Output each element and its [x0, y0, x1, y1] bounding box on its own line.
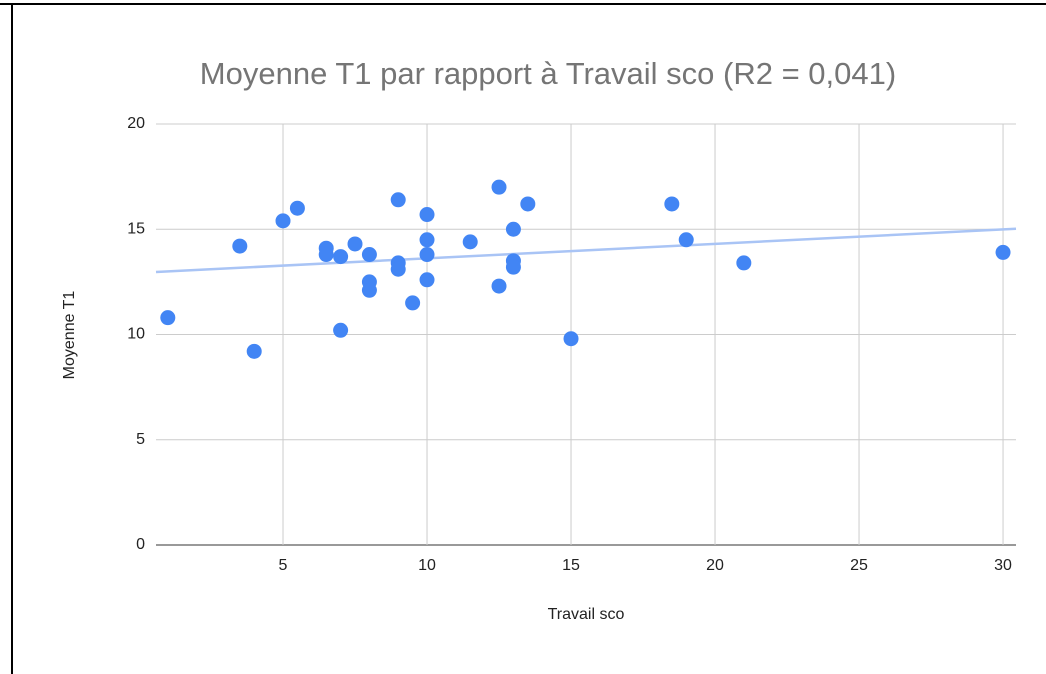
- point: [275, 213, 291, 229]
- point: [505, 259, 521, 275]
- x-tick-label: 20: [706, 557, 724, 574]
- x-tick-label: 5: [279, 557, 288, 574]
- point: [289, 200, 305, 216]
- point: [160, 310, 176, 326]
- point: [318, 247, 334, 263]
- y-tick-label: 0: [136, 536, 145, 553]
- x-tick-label: 30: [994, 557, 1012, 574]
- point: [736, 255, 752, 271]
- y-axis-label: Moyenne T1: [61, 291, 78, 380]
- point: [462, 234, 478, 250]
- y-tick-label: 20: [127, 115, 145, 132]
- point: [995, 244, 1011, 260]
- point: [390, 192, 406, 208]
- point: [333, 249, 349, 265]
- point: [520, 196, 536, 212]
- point: [405, 295, 421, 311]
- y-tick-label: 10: [127, 326, 145, 343]
- point: [505, 221, 521, 237]
- point: [491, 278, 507, 294]
- x-tick-label: 10: [418, 557, 436, 574]
- x-axis-label: Travail sco: [548, 606, 625, 623]
- point: [664, 196, 680, 212]
- point: [361, 282, 377, 298]
- point: [491, 179, 507, 195]
- point: [390, 261, 406, 277]
- point: [419, 272, 435, 288]
- y-tick-label: 15: [127, 220, 145, 237]
- point: [678, 232, 694, 248]
- point: [419, 247, 435, 263]
- point: [333, 322, 349, 338]
- point: [563, 331, 579, 347]
- trendline: [155, 227, 1017, 274]
- x-tick-label: 25: [850, 557, 868, 574]
- point: [232, 238, 248, 254]
- x-tick-label: 15: [562, 557, 580, 574]
- y-tick-label: 5: [136, 431, 145, 448]
- point: [419, 232, 435, 248]
- point: [419, 207, 435, 223]
- point: [361, 247, 377, 263]
- point: [347, 236, 363, 252]
- point: [246, 343, 262, 359]
- chart-title: Moyenne T1 par rapport à Travail sco (R2…: [200, 56, 896, 91]
